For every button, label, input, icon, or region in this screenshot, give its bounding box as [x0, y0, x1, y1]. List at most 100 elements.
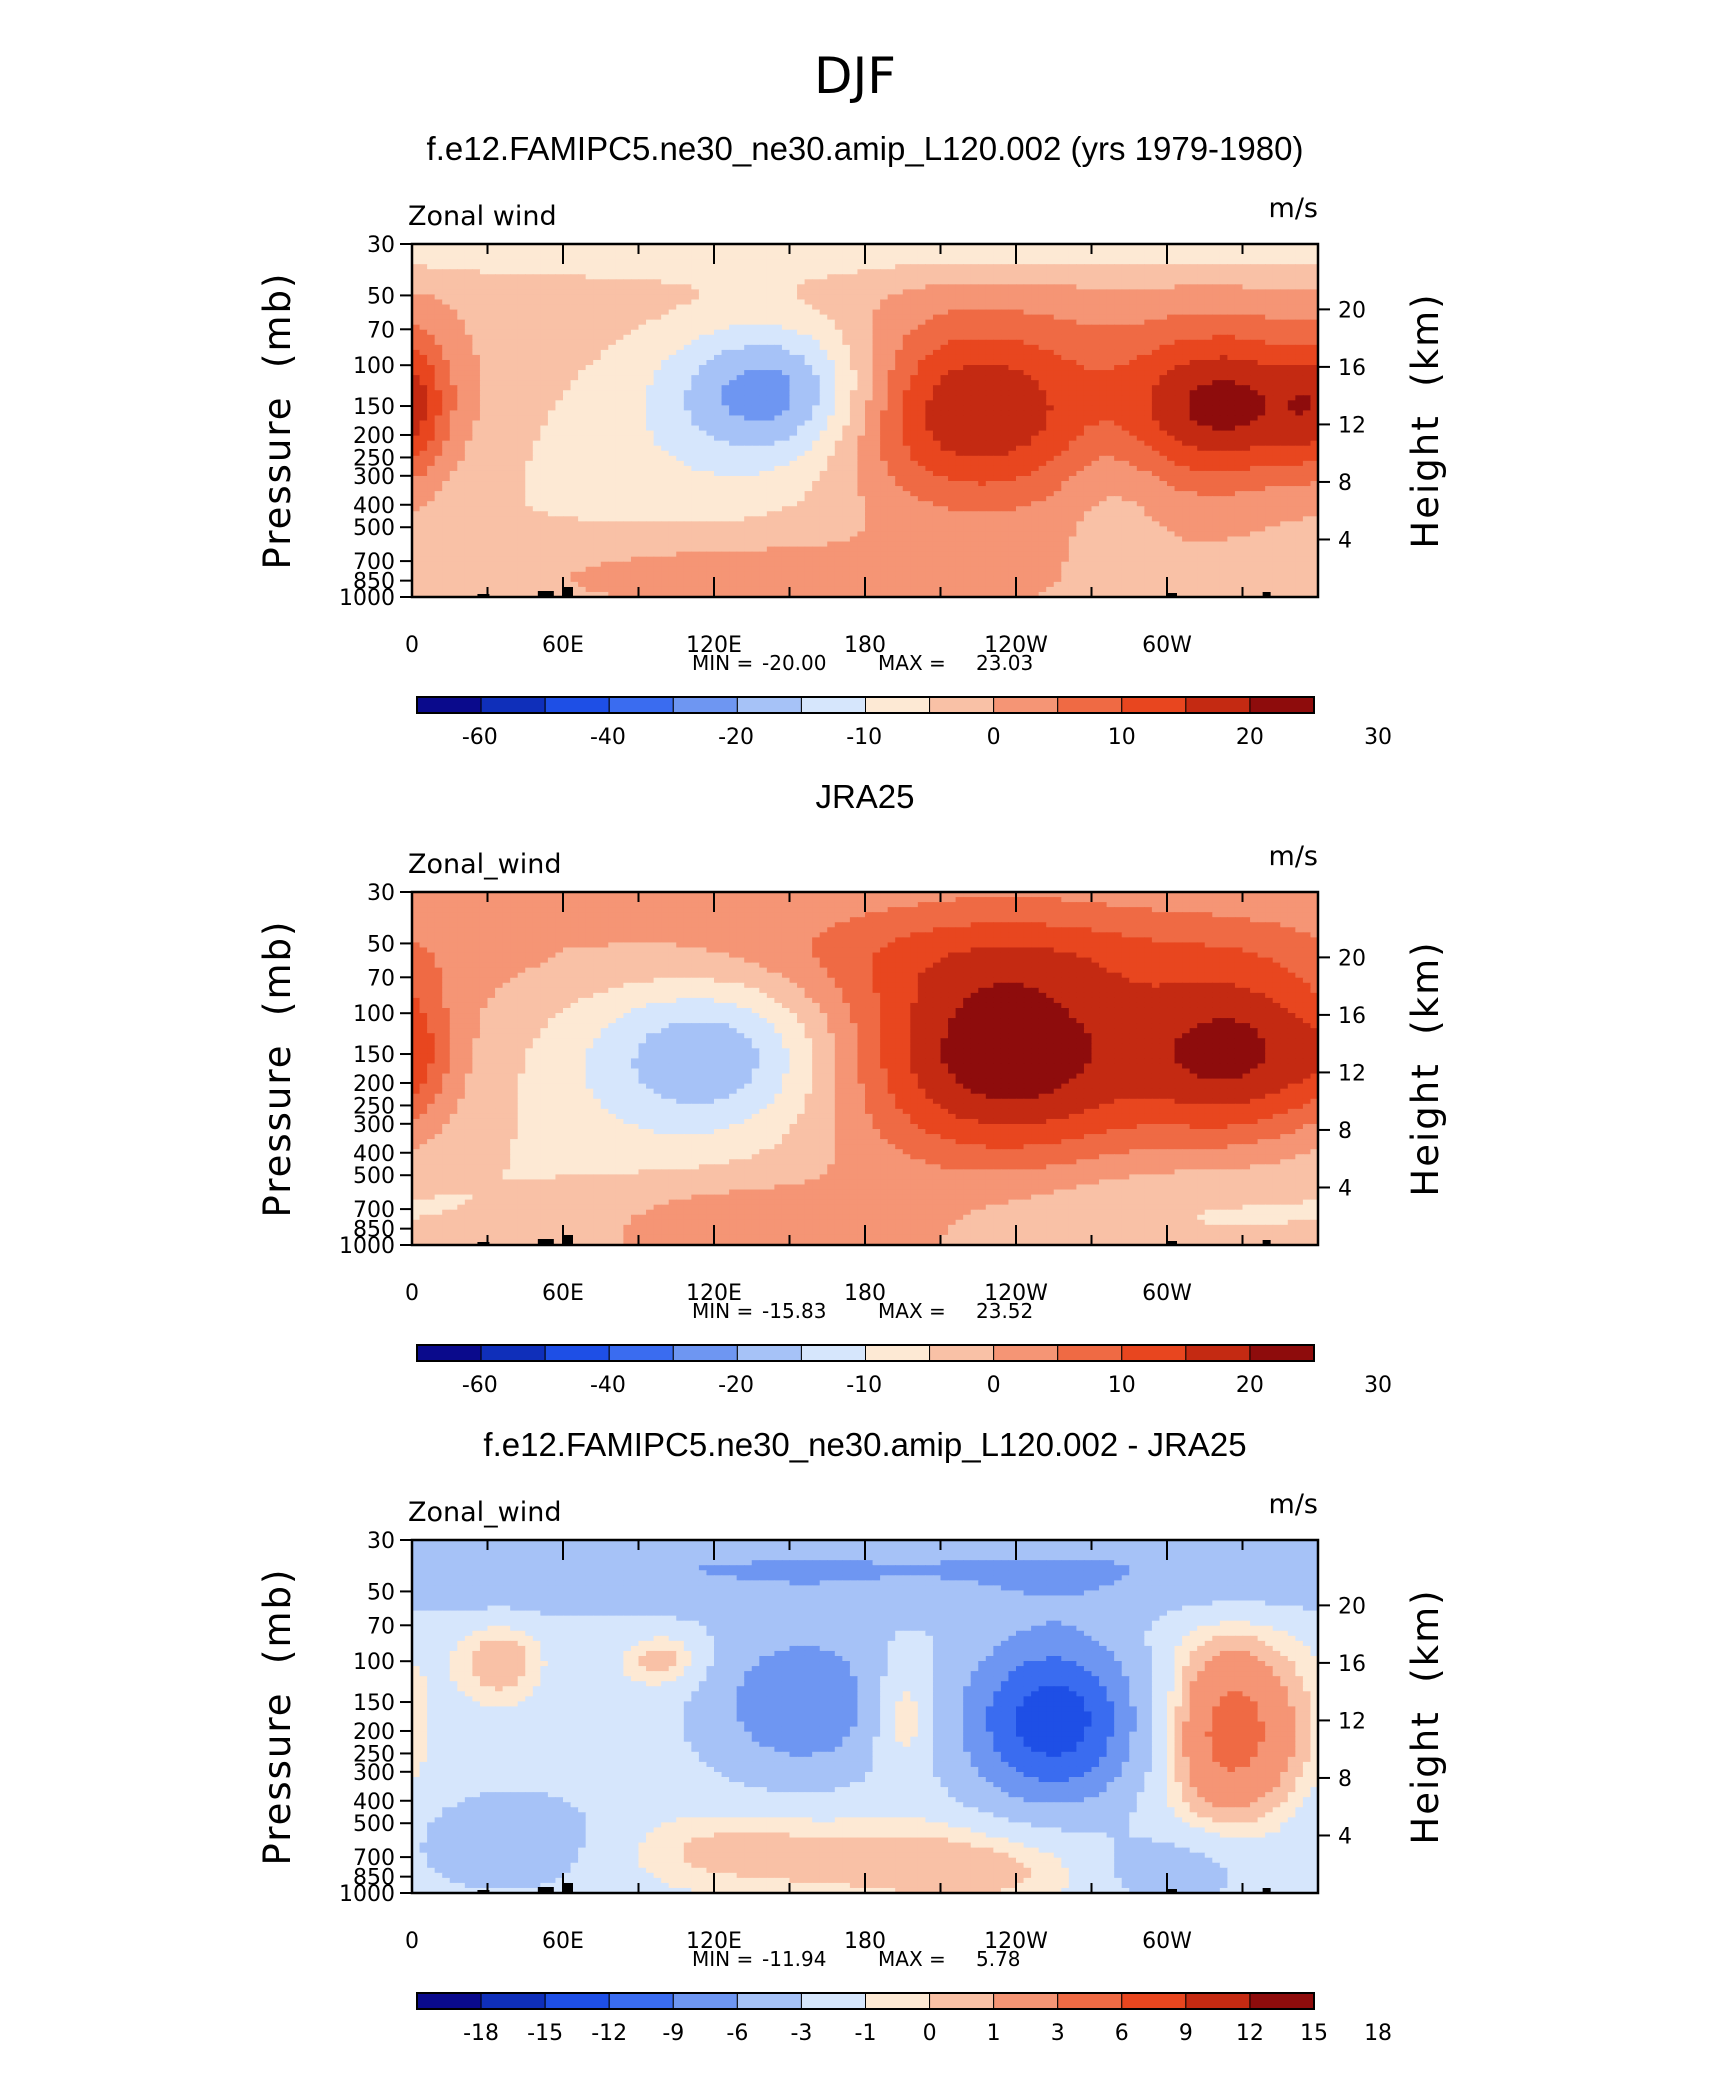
field-cell	[472, 395, 481, 401]
field-cell	[464, 324, 473, 331]
field-cell	[615, 415, 624, 422]
field-cell	[872, 319, 881, 326]
field-cell	[563, 304, 572, 311]
field-cell	[472, 410, 481, 417]
field-cell	[457, 445, 466, 452]
field-cell	[797, 390, 806, 396]
field-cell	[457, 359, 466, 366]
field-cell	[510, 390, 519, 396]
field-cell	[525, 284, 534, 290]
field-cell	[615, 400, 624, 406]
field-cell	[1295, 259, 1304, 265]
field-cell	[849, 334, 859, 341]
field-cell	[1197, 354, 1206, 361]
field-cell	[895, 304, 904, 311]
field-cell	[570, 304, 579, 311]
field-cell	[1031, 244, 1040, 250]
field-cell	[766, 405, 775, 412]
field-cell	[834, 339, 843, 346]
field-cell	[721, 339, 730, 346]
field-cell	[1016, 365, 1025, 371]
field-cell	[1310, 349, 1318, 356]
field-cell	[555, 334, 564, 341]
field-cell	[751, 405, 760, 412]
field-cell	[525, 430, 534, 437]
field-cell	[797, 405, 806, 412]
field-cell	[1114, 309, 1123, 316]
field-cell	[532, 445, 541, 452]
field-cell	[419, 294, 428, 301]
field-cell	[412, 380, 421, 386]
field-cell	[1000, 319, 1010, 326]
field-cell	[729, 299, 738, 306]
field-cell	[1234, 354, 1244, 361]
field-cell	[1219, 274, 1228, 280]
field-cell	[1189, 445, 1198, 452]
field-cell	[872, 380, 881, 386]
field-cell	[1310, 249, 1318, 255]
field-cell	[661, 264, 670, 270]
field-cell	[857, 329, 866, 336]
field-cell	[872, 244, 881, 250]
field-cell	[1265, 365, 1274, 371]
field-cell	[1295, 319, 1304, 326]
field-cell	[1151, 365, 1161, 371]
field-cell	[895, 410, 904, 417]
field-cell	[1310, 425, 1318, 432]
field-cell	[895, 380, 904, 386]
field-cell	[1280, 299, 1289, 306]
field-cell	[1023, 319, 1032, 326]
field-cell	[630, 365, 640, 371]
field-cell	[1174, 410, 1183, 417]
field-cell	[774, 440, 783, 447]
field-cell	[955, 349, 964, 356]
field-cell	[1265, 415, 1274, 422]
field-cell	[827, 294, 836, 301]
field-cell	[668, 365, 677, 371]
field-cell	[1227, 370, 1236, 376]
field-cell	[887, 314, 896, 321]
field-cell	[804, 294, 813, 301]
field-cell	[683, 254, 692, 260]
field-cell	[638, 385, 647, 391]
field-cell	[623, 244, 632, 250]
field-cell	[600, 359, 609, 366]
field-cell	[714, 269, 723, 275]
field-cell	[789, 304, 798, 311]
field-cell	[932, 410, 942, 417]
field-cell	[1008, 365, 1017, 371]
field-cell	[948, 375, 957, 381]
field-cell	[1295, 354, 1304, 361]
field-cell	[706, 289, 715, 296]
field-cell	[442, 375, 451, 381]
field-cell	[570, 244, 579, 250]
field-cell	[434, 405, 443, 412]
field-cell	[479, 390, 489, 396]
field-cell	[1099, 375, 1108, 381]
field-cell	[668, 274, 677, 280]
field-cell	[630, 380, 640, 386]
field-cell	[646, 415, 655, 422]
field-cell	[1023, 244, 1032, 250]
field-cell	[555, 289, 564, 296]
field-cell	[1250, 354, 1259, 361]
field-cell	[759, 294, 768, 301]
field-cell	[827, 430, 836, 437]
field-cell	[857, 274, 866, 280]
field-cell	[1189, 259, 1198, 265]
field-cell	[563, 445, 572, 452]
field-cell	[1151, 259, 1161, 265]
field-cell	[1129, 375, 1138, 381]
field-cell	[1068, 289, 1077, 296]
field-cell	[781, 420, 791, 427]
field-cell	[525, 344, 534, 351]
field-cell	[623, 329, 632, 336]
field-cell	[925, 324, 934, 331]
field-cell	[729, 385, 738, 391]
field-cell	[1227, 395, 1236, 401]
field-cell	[479, 405, 489, 412]
field-cell	[955, 365, 964, 371]
field-cell	[525, 274, 534, 280]
field-cell	[434, 390, 443, 396]
field-cell	[1076, 435, 1085, 442]
